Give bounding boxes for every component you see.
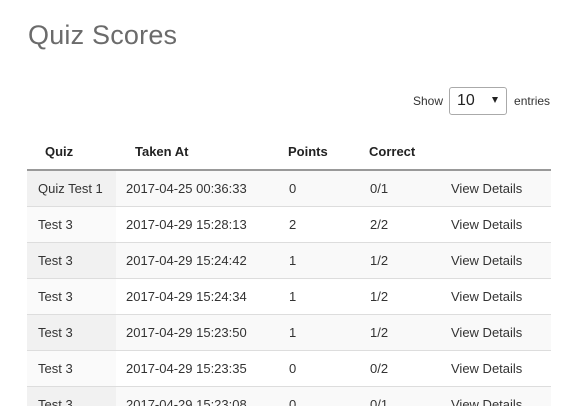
cell-correct: 0/1	[360, 386, 435, 406]
cell-taken-at: 2017-04-29 15:28:13	[116, 206, 279, 243]
cell-correct: 1/2	[360, 278, 435, 315]
cell-taken-at: 2017-04-29 15:24:34	[116, 278, 279, 315]
cell-taken-at: 2017-04-29 15:23:50	[116, 314, 279, 351]
entries-label: entries	[514, 94, 551, 108]
cell-correct: 1/2	[360, 242, 435, 279]
table-row: Test 3 2017-04-29 15:23:08 0 0/1 View De…	[27, 386, 551, 406]
cell-points: 0	[279, 169, 360, 207]
show-label: Show	[413, 94, 444, 108]
cell-quiz: Test 3	[27, 386, 116, 406]
cell-quiz: Test 3	[27, 278, 116, 315]
cell-taken-at: 2017-04-29 15:23:35	[116, 350, 279, 387]
cell-points: 1	[279, 278, 360, 315]
view-details-link[interactable]: View Details	[451, 289, 523, 304]
cell-correct: 2/2	[360, 206, 435, 243]
cell-points: 0	[279, 350, 360, 387]
cell-points: 2	[279, 206, 360, 243]
cell-taken-at: 2017-04-29 15:23:08	[116, 386, 279, 406]
cell-points: 1	[279, 242, 360, 279]
view-details-link[interactable]: View Details	[451, 397, 523, 406]
cell-correct: 0/1	[360, 169, 435, 207]
table-row: Test 3 2017-04-29 15:24:34 1 1/2 View De…	[27, 278, 551, 315]
table-row: Test 3 2017-04-29 15:23:50 1 1/2 View De…	[27, 314, 551, 351]
cell-quiz: Test 3	[27, 350, 116, 387]
table-row: Quiz Test 1 2017-04-25 00:36:33 0 0/1 Vi…	[27, 169, 551, 207]
quiz-scores-table: Quiz Taken At Points Correct Quiz Test 1…	[27, 134, 551, 406]
cell-taken-at: 2017-04-29 15:24:42	[116, 242, 279, 279]
view-details-link[interactable]: View Details	[451, 361, 523, 376]
entries-length-control: Show 10 entries	[413, 86, 550, 116]
table-header-row: Quiz Taken At Points Correct	[27, 134, 551, 171]
cell-quiz: Test 3	[27, 314, 116, 351]
table-row: Test 3 2017-04-29 15:23:35 0 0/2 View De…	[27, 350, 551, 387]
column-header-correct[interactable]: Correct	[360, 134, 435, 171]
view-details-link[interactable]: View Details	[451, 181, 523, 196]
cell-quiz: Quiz Test 1	[27, 169, 116, 207]
column-header-taken-at[interactable]: Taken At	[116, 134, 279, 171]
column-header-actions	[435, 134, 551, 171]
cell-taken-at: 2017-04-25 00:36:33	[116, 169, 279, 207]
table-row: Test 3 2017-04-29 15:24:42 1 1/2 View De…	[27, 242, 551, 279]
entries-per-page-select[interactable]: 10	[449, 87, 508, 115]
page-title: Quiz Scores	[28, 20, 178, 50]
cell-correct: 1/2	[360, 314, 435, 351]
view-details-link[interactable]: View Details	[451, 253, 523, 268]
view-details-link[interactable]: View Details	[451, 325, 523, 340]
entries-per-page-value: 10	[457, 92, 475, 109]
column-header-points[interactable]: Points	[279, 134, 360, 171]
view-details-link[interactable]: View Details	[451, 217, 523, 232]
cell-points: 1	[279, 314, 360, 351]
cell-correct: 0/2	[360, 350, 435, 387]
cell-points: 0	[279, 386, 360, 406]
cell-quiz: Test 3	[27, 242, 116, 279]
chevron-down-icon	[492, 97, 499, 103]
table-row: Test 3 2017-04-29 15:28:13 2 2/2 View De…	[27, 206, 551, 243]
cell-quiz: Test 3	[27, 206, 116, 243]
column-header-quiz[interactable]: Quiz	[27, 134, 116, 171]
